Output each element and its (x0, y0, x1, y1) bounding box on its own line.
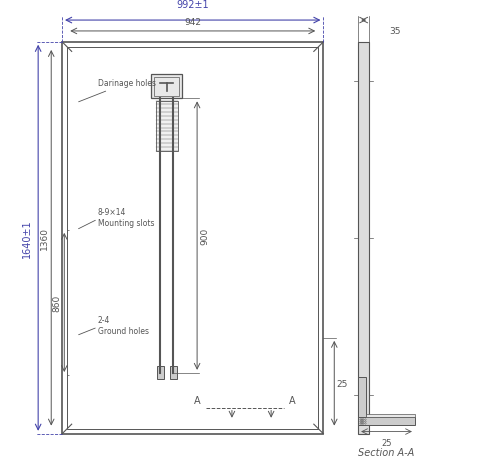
Bar (156, 101, 177, 151)
Bar (358, 417, 415, 425)
Text: Section A-A: Section A-A (358, 447, 415, 457)
Text: 900: 900 (200, 228, 209, 245)
Text: Darinage holes: Darinage holes (78, 79, 156, 102)
Text: 2-4
Ground holes: 2-4 Ground holes (98, 315, 149, 335)
Bar (170, 366, 176, 380)
Text: 25: 25 (337, 379, 348, 388)
Text: 25: 25 (381, 438, 392, 447)
Bar (154, 78, 179, 96)
Bar (358, 43, 369, 434)
Bar (366, 414, 415, 417)
Text: 1360: 1360 (40, 227, 49, 250)
Bar (151, 75, 182, 99)
Text: A: A (290, 395, 296, 405)
Bar (157, 366, 164, 380)
Text: 1640±1: 1640±1 (22, 219, 32, 257)
Text: 942: 942 (184, 18, 201, 27)
Text: 35: 35 (390, 28, 401, 36)
Bar (358, 377, 366, 425)
Text: 992±1: 992±1 (176, 0, 209, 10)
Text: A: A (194, 395, 200, 405)
Text: 860: 860 (52, 294, 61, 311)
Text: 8-9×14
Mounting slots: 8-9×14 Mounting slots (98, 207, 154, 228)
